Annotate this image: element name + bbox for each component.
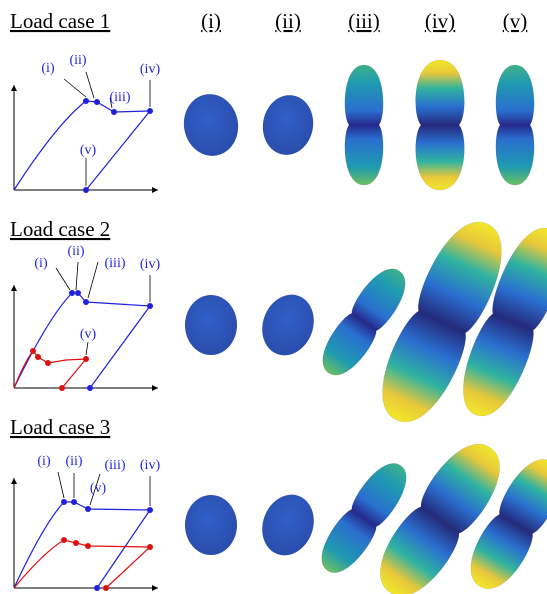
point-label: (iii): [110, 90, 131, 105]
leader-line: [109, 97, 113, 109]
point-label: (v): [90, 481, 107, 496]
load-case-title: Load case 3: [10, 415, 110, 439]
state-dot: [94, 585, 100, 591]
state-dot: [83, 98, 89, 104]
state-dot: [75, 290, 81, 296]
point-label: (i): [34, 256, 48, 271]
deformed-shape: [183, 94, 239, 156]
deformed-shape: [495, 64, 535, 186]
load-curve: [13, 539, 151, 589]
point-label: (v): [80, 143, 97, 158]
state-dot: [30, 348, 36, 354]
state-dot: [87, 385, 93, 391]
deformed-shape: [185, 495, 237, 555]
state-dot: [35, 354, 41, 360]
load-case-title: Load case 1: [10, 9, 110, 33]
unload-curve: [85, 110, 151, 191]
leader-line: [57, 471, 65, 499]
state-dot: [83, 299, 89, 305]
unload-curve: [96, 509, 151, 589]
state-dot: [147, 507, 153, 513]
leader-line: [55, 267, 71, 291]
leader-line: [75, 261, 79, 291]
deformed-shape: [322, 268, 406, 376]
column-header: (iv): [425, 9, 455, 33]
deformed-shape: [262, 494, 314, 556]
leader-line: [89, 473, 101, 506]
point-label: (iv): [140, 257, 161, 272]
point-label: (ii): [67, 244, 84, 259]
column-header: (v): [503, 9, 528, 33]
state-dot: [69, 290, 75, 296]
unload-curve: [89, 305, 151, 389]
point-label: (iv): [140, 62, 161, 77]
point-label: (iii): [105, 256, 126, 271]
point-label: (ii): [65, 454, 82, 469]
deformed-shape: [415, 59, 465, 191]
state-dot: [85, 506, 91, 512]
state-dot: [147, 108, 153, 114]
state-dot: [94, 99, 100, 105]
point-label: (iii): [105, 458, 126, 473]
leader-line: [85, 71, 95, 99]
point-label: (i): [37, 454, 51, 469]
deformed-shape: [321, 463, 407, 573]
leader-line: [63, 78, 87, 98]
state-dot: [45, 360, 51, 366]
state-dot: [61, 499, 67, 505]
state-dot: [61, 537, 67, 543]
state-dot: [85, 543, 91, 549]
deformed-shape: [344, 64, 384, 186]
unload-curve: [105, 546, 151, 589]
deformed-shape: [382, 221, 502, 423]
deformed-shape: [262, 95, 314, 155]
state-dot: [147, 303, 153, 309]
column-header: (ii): [275, 9, 301, 33]
state-dot: [59, 385, 65, 391]
deformed-shape: [463, 227, 547, 417]
unload-curve: [61, 358, 87, 389]
load-curve: [13, 501, 151, 589]
state-dot: [103, 585, 109, 591]
point-label: (i): [41, 61, 55, 76]
load-case-title: Load case 2: [10, 217, 110, 241]
deformed-shape: [185, 295, 237, 355]
load-curve: [13, 100, 151, 191]
deformed-shape: [262, 294, 314, 356]
deformed-shape: [470, 459, 547, 589]
state-dot: [83, 187, 89, 193]
point-label: (v): [80, 327, 97, 342]
state-dot: [71, 499, 77, 505]
leader-line: [87, 261, 99, 299]
deformed-shape: [380, 444, 500, 594]
state-dot: [73, 540, 79, 546]
point-label: (ii): [69, 53, 86, 68]
state-dot: [147, 544, 153, 550]
column-header: (i): [201, 9, 221, 33]
state-dot: [83, 356, 89, 362]
point-label: (iv): [140, 458, 161, 473]
state-dot: [111, 109, 117, 115]
column-header: (iii): [348, 9, 380, 33]
load-curve: [13, 350, 87, 389]
leader-line: [85, 341, 89, 356]
